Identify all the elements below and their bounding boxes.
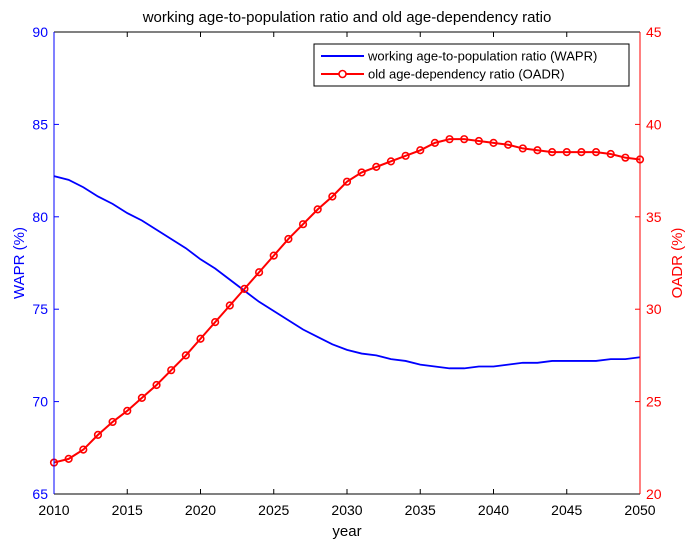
- series-point: [240, 284, 249, 293]
- y-left-tick-label: 70: [32, 394, 48, 410]
- series-point: [460, 135, 469, 144]
- y-right-tick-label: 40: [646, 116, 662, 132]
- series-line: [53, 138, 641, 464]
- y-left-axis-label: WAPR (%): [11, 227, 28, 299]
- y-left-tick-label: 80: [32, 209, 48, 225]
- y-left-tick-label: 75: [32, 301, 48, 317]
- series-point: [518, 144, 527, 153]
- series-point: [313, 205, 322, 214]
- y-left-tick-label: 85: [32, 116, 48, 132]
- legend-box: [313, 43, 630, 87]
- series-point: [372, 162, 381, 172]
- series-point: [298, 220, 308, 229]
- series-point: [401, 151, 410, 160]
- series-point: [328, 192, 337, 201]
- x-tick-label: 2015: [112, 502, 143, 518]
- y-left-tick-label: 65: [32, 486, 48, 502]
- series-point: [562, 148, 571, 157]
- y-left-tick-label: 90: [32, 24, 48, 40]
- series-point: [474, 136, 483, 146]
- x-tick-label: 2020: [185, 502, 216, 518]
- y-right-axis-ticks: 20 25 30 35 40 45: [635, 24, 662, 502]
- x-tick-label: 2035: [405, 502, 436, 518]
- series-point: [152, 380, 161, 390]
- series-point: [533, 146, 542, 155]
- x-tick-label: 2025: [258, 502, 289, 518]
- legend: working age-to-population ratio (WAPR) o…: [313, 43, 630, 87]
- series-point: [93, 430, 103, 439]
- series-line: [53, 175, 641, 370]
- series-point: [79, 445, 88, 454]
- series-2: [49, 135, 645, 467]
- legend-oadr-marker: [338, 69, 347, 79]
- x-tick-label: 2010: [38, 502, 69, 518]
- x-axis-ticks: 2010 2015 2020 2025 2030 2035 2040 2045 2050: [38, 32, 656, 518]
- series-point: [577, 148, 586, 157]
- series-point: [64, 454, 73, 463]
- series-point: [255, 268, 264, 277]
- series-layer: [49, 135, 645, 467]
- y-right-tick-label: 25: [646, 394, 662, 410]
- series-point: [225, 301, 234, 310]
- series-point: [196, 334, 205, 343]
- x-tick-label: 2050: [624, 502, 655, 518]
- chart-title: working age-to-population ratio and old …: [142, 9, 552, 26]
- series-point: [284, 234, 293, 244]
- x-tick-label: 2030: [331, 502, 362, 518]
- series-point: [445, 135, 454, 144]
- series-point: [430, 138, 440, 147]
- legend-wapr-label: working age-to-population ratio (WAPR): [367, 49, 597, 64]
- x-axis-label: year: [332, 523, 361, 540]
- series-point: [606, 149, 615, 159]
- y-right-tick-label: 45: [646, 24, 662, 40]
- series-point: [123, 406, 132, 415]
- series-point: [357, 168, 366, 177]
- x-tick-label: 2040: [478, 502, 509, 518]
- y-right-axis-label: OADR (%): [669, 228, 685, 299]
- series-point: [342, 177, 352, 186]
- series-point: [547, 148, 557, 157]
- x-tick-label: 2045: [551, 502, 582, 518]
- series-1: [53, 175, 641, 370]
- plot-area: [54, 32, 640, 494]
- series-point: [167, 366, 176, 375]
- series-point: [489, 138, 498, 147]
- y-right-tick-label: 30: [646, 301, 662, 317]
- legend-oadr-label: old age-dependency ratio (OADR): [368, 67, 565, 82]
- series-point: [181, 351, 190, 360]
- series-point: [137, 393, 146, 403]
- series-point: [504, 140, 513, 149]
- series-point: [416, 146, 425, 155]
- series-point: [211, 318, 220, 327]
- series-point: [108, 417, 117, 427]
- y-right-tick-label: 20: [646, 486, 662, 502]
- y-right-tick-label: 35: [646, 209, 662, 225]
- series-point: [591, 148, 601, 157]
- series-point: [621, 153, 630, 162]
- y-left-axis-ticks: 65 70 75 80 85 90: [32, 24, 59, 502]
- series-point: [269, 251, 278, 260]
- series-point: [386, 157, 396, 166]
